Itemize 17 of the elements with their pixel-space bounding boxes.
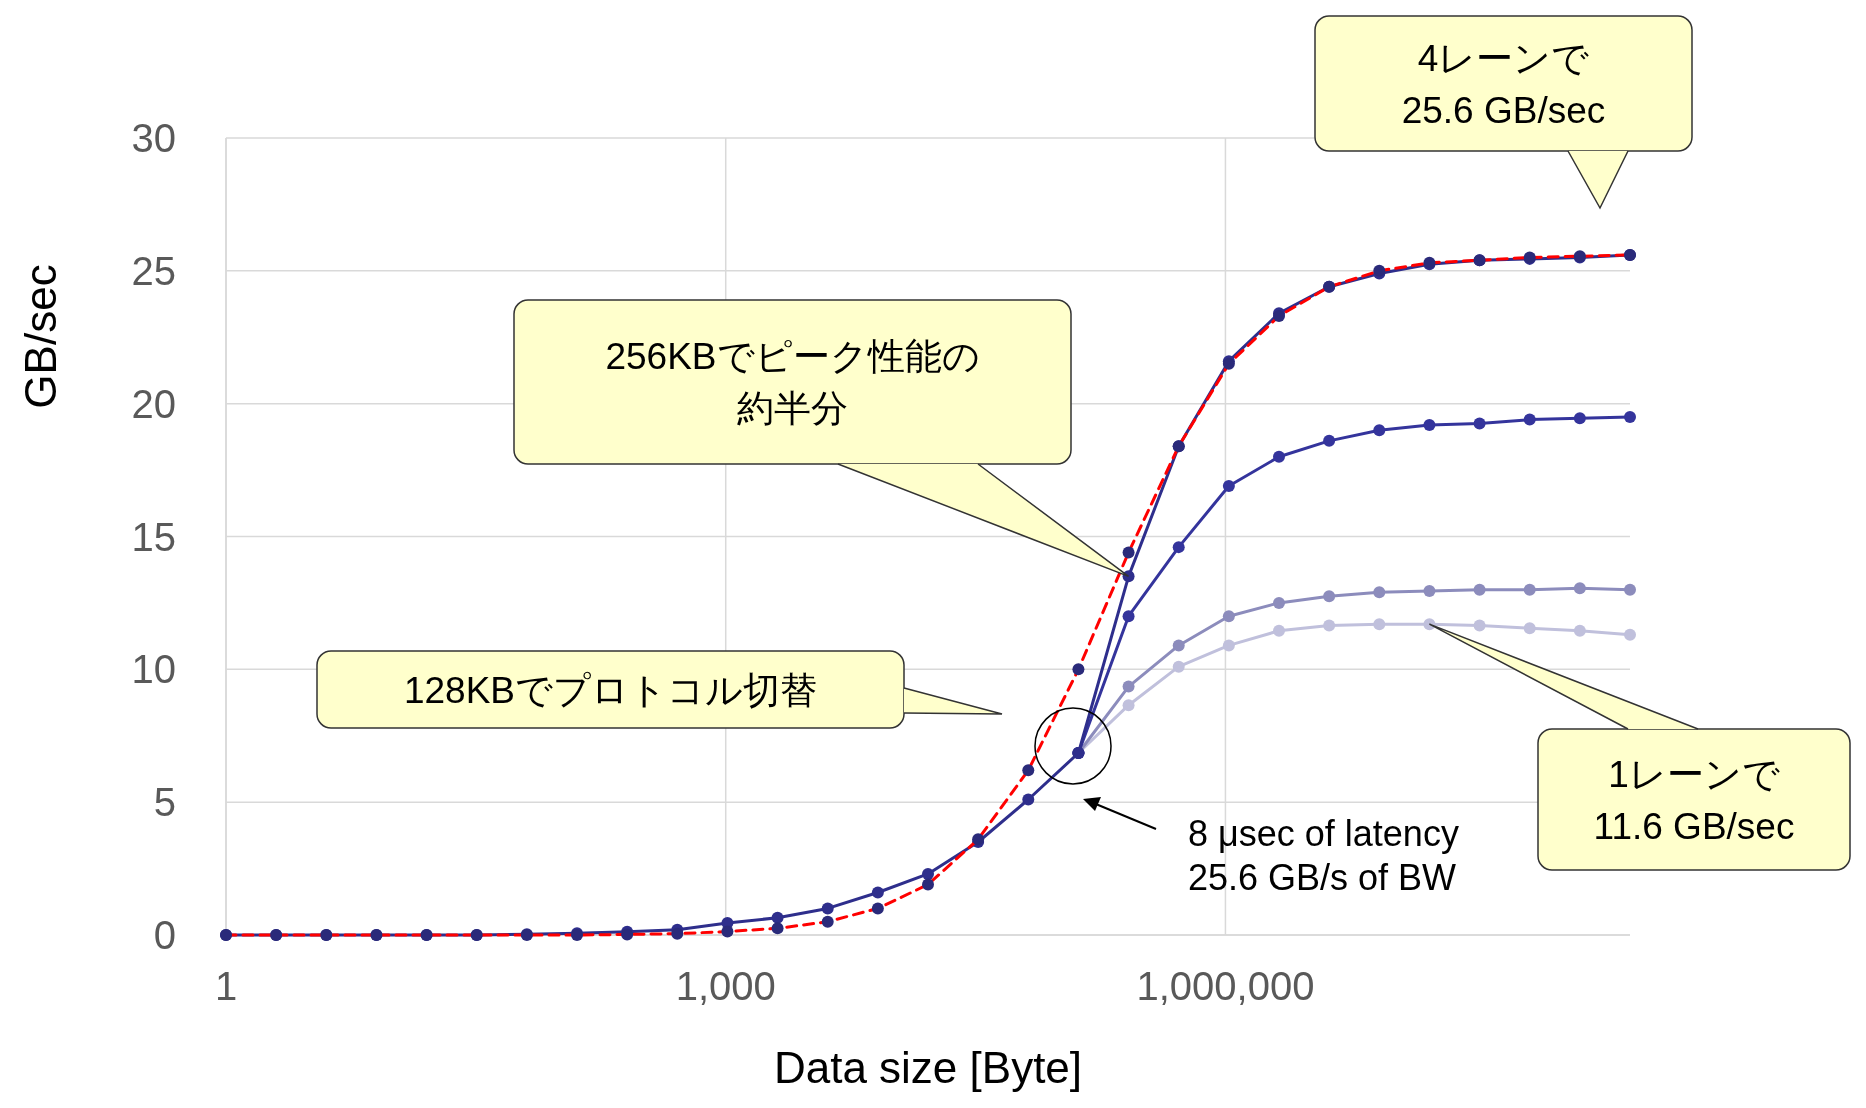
y-tick-label: 15 [131, 514, 176, 559]
x-tick-label: 1 [214, 964, 238, 1008]
x-tick-label: 1,000 [675, 964, 776, 1008]
x-tick-label: 1,000,000 [1136, 964, 1315, 1008]
y-tick-label: 25 [131, 248, 176, 293]
y-tick-label: 0 [153, 913, 176, 957]
y-tick-label: 20 [131, 381, 176, 426]
annotation: 8 μsec of latency 25.6 GB/s of BW [1188, 813, 1459, 898]
annotation: 256KBでピーク性能の約半分 [605, 336, 980, 429]
y-tick-label: 5 [153, 780, 176, 825]
y-tick-label: 10 [131, 647, 176, 692]
y-tick-label: 30 [131, 116, 176, 160]
annotation: 1レーンで 11.6 GB/sec [1593, 753, 1795, 847]
annotation: 128KBでプロトコル切替 [403, 669, 818, 711]
y-axis-title: GB/sec [16, 264, 65, 409]
x-axis-title: Data size [Byte] [773, 1043, 1083, 1092]
text: 4レーンで 25.6 GB/sec [1401, 37, 1606, 131]
